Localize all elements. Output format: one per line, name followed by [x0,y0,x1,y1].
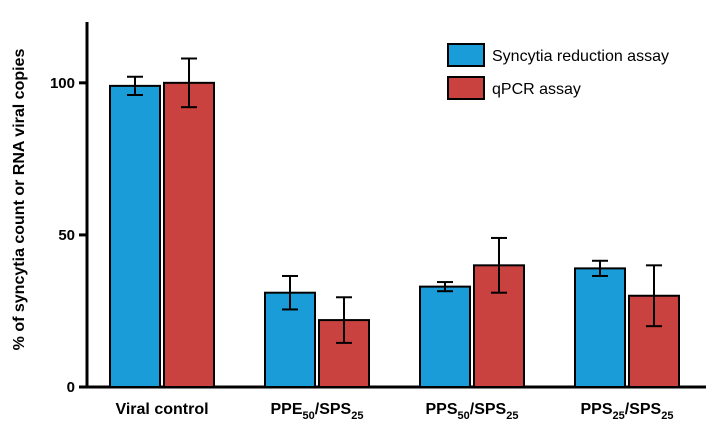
legend-label-syncytia: Syncytia reduction assay [492,48,669,65]
legend-swatch-syncytia [447,43,485,67]
legend-swatch-qpcr [447,76,485,100]
bar-qpcr-0 [163,81,215,388]
label-part: /SPS [315,401,352,418]
x-category-label: PPS50/SPS25 [426,401,519,422]
bar-syncytia-3 [574,267,626,388]
bar-syncytia-2 [419,285,471,388]
x-category-label: PPE50/SPS25 [271,401,364,422]
label-subscript: 50 [458,410,470,422]
label-part: /SPS [625,401,662,418]
label-subscript: 25 [661,410,673,422]
y-tick-label: 100 [50,75,75,92]
label-part: PPS [426,401,458,418]
label-part: PPS [581,401,613,418]
label-subscript: 50 [303,410,315,422]
y-tick-label: 50 [58,227,75,244]
legend-label-qpcr: qPCR assay [492,81,581,98]
label-subscript: 25 [351,410,363,422]
label-subscript: 25 [613,410,625,422]
bar-syncytia-0 [109,84,161,388]
label-subscript: 25 [506,410,518,422]
label-part: /SPS [470,401,507,418]
x-category-label: Viral control [115,401,208,418]
label-part: PPE [271,401,303,418]
x-category-label: PPS25/SPS25 [581,401,674,422]
y-axis-label: % of syncytia count or RNA viral copies [11,49,28,351]
y-tick-label: 0 [67,379,75,396]
